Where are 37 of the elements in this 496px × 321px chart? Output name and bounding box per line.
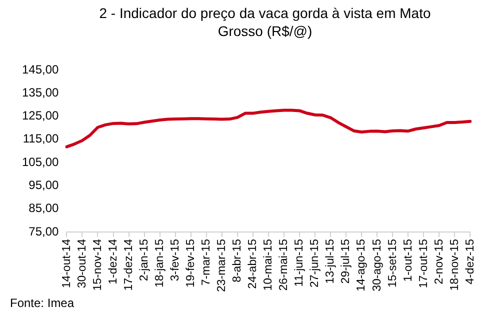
x-tick-label: 7-mar-15 [200, 238, 213, 286]
chart-title: 2 - Indicador do preço da vaca gorda à vista em Mato Grosso (R$/@) [98, 4, 432, 40]
y-tick-label: 105,00 [22, 154, 60, 169]
x-tick-label: 29-jul-15 [340, 238, 352, 284]
x-tick-label: 15-set-15 [386, 238, 399, 288]
y-tick-label: 115,00 [22, 132, 60, 146]
x-tick-label: 17-dez-14 [122, 238, 135, 291]
x-tick-label: 17-out-15 [418, 238, 430, 288]
y-tick-label: 125,00 [22, 108, 60, 123]
x-tick-label: 19-fev-15 [185, 238, 198, 288]
x-tick-label: 18-jan-15 [154, 238, 166, 288]
y-tick-label: 75,00 [28, 224, 60, 238]
x-tick-label: 23-mar-15 [216, 238, 228, 292]
x-tick-label: 2-jan-15 [138, 238, 150, 282]
x-tick-label: 24-abr-15 [247, 238, 260, 289]
x-tick-label: 13-jul-15 [324, 238, 337, 284]
x-tick-label: 30-ago-15 [371, 238, 384, 292]
x-tick-label: 15-nov-14 [92, 238, 104, 291]
x-tick-label: 11-jun-15 [294, 238, 306, 287]
x-tick-label: 1-out-15 [402, 238, 414, 282]
x-tick-label: 2-nov-15 [433, 238, 446, 284]
x-tick-label: 10-mai-15 [262, 238, 275, 291]
x-tick-label: 26-mai-15 [278, 238, 290, 291]
y-tick-label: 145,00 [22, 62, 60, 76]
y-tick-label: 135,00 [22, 85, 60, 100]
y-tick-label: 95,00 [28, 178, 60, 192]
x-tick-label: 18-nov-15 [448, 238, 461, 291]
x-tick-label: 14-out-14 [60, 238, 73, 288]
x-tick-label: 1-dez-14 [107, 238, 120, 284]
x-tick-label: 4-dez-15 [464, 238, 476, 284]
x-tick-label: 14-ago-15 [356, 238, 368, 292]
source-note: Fonte: Imea [10, 296, 74, 310]
x-tick-label: 8-abr-15 [232, 238, 244, 282]
x-tick-label: 3-fev-15 [170, 238, 182, 282]
x-tick-label: 30-out-14 [76, 238, 88, 288]
x-tick-label: 27-jun-15 [309, 238, 322, 288]
y-tick-label: 85,00 [28, 201, 60, 216]
